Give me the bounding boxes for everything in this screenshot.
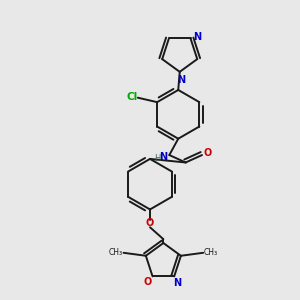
Text: N: N bbox=[177, 75, 185, 85]
Text: O: O bbox=[203, 148, 212, 158]
Text: O: O bbox=[143, 277, 151, 287]
Text: N: N bbox=[173, 278, 181, 288]
Text: H: H bbox=[154, 154, 160, 163]
Text: Cl: Cl bbox=[127, 92, 138, 102]
Text: O: O bbox=[146, 218, 154, 228]
Text: CH₃: CH₃ bbox=[109, 248, 123, 257]
Text: N: N bbox=[159, 152, 167, 161]
Text: N: N bbox=[193, 32, 201, 42]
Text: CH₃: CH₃ bbox=[204, 248, 218, 257]
